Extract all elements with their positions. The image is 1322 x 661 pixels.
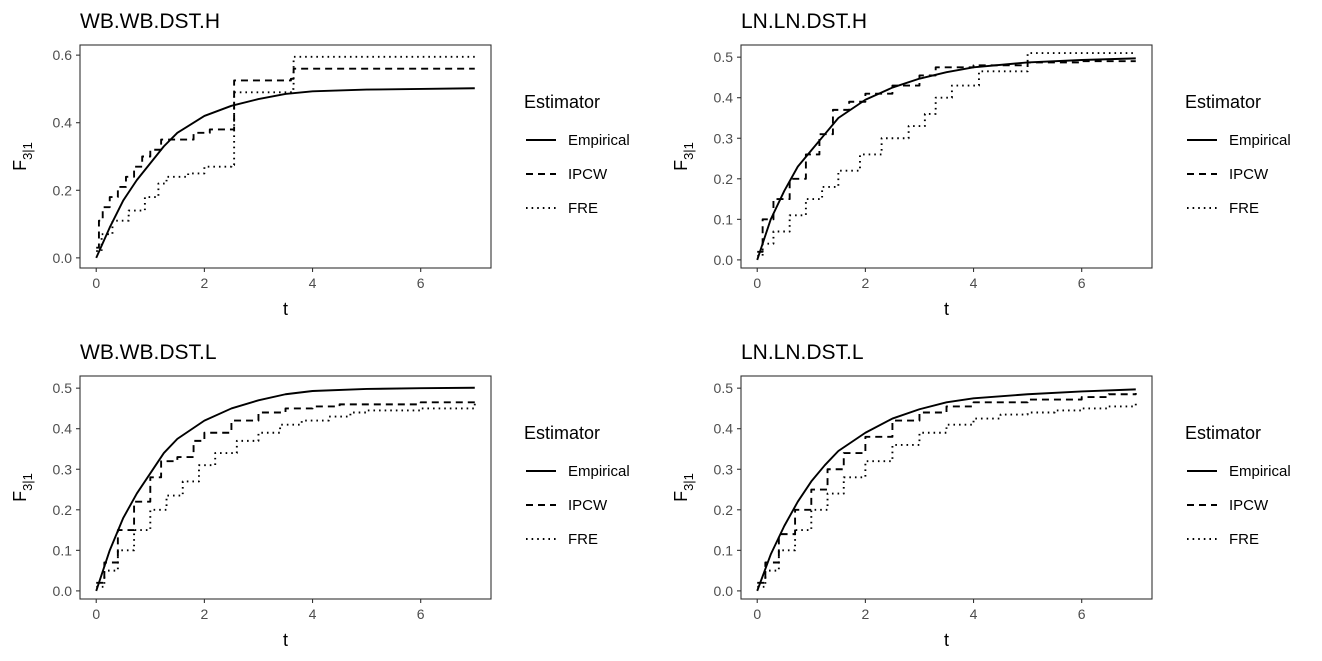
legend: Estimator Empirical IPCW FRE [524, 423, 630, 548]
y-tick-label: 0.5 [714, 49, 734, 65]
y-tick-label: 0.1 [53, 542, 73, 558]
series-line-fre [96, 402, 476, 588]
x-tick-label: 6 [417, 275, 425, 291]
x-tick-label: 2 [861, 275, 869, 291]
legend-title: Estimator [1185, 92, 1261, 112]
x-axis-title: t [944, 630, 949, 650]
x-tick-label: 0 [92, 606, 100, 622]
plot-frame [79, 375, 492, 600]
x-axis-title: t [944, 299, 949, 319]
legend: Estimator Empirical IPCW FRE [524, 92, 630, 217]
legend-label: FRE [1229, 531, 1259, 548]
x-tick-label: 6 [417, 606, 425, 622]
legend-label: Empirical [568, 132, 630, 149]
panel-title: WB.WB.DST.L [80, 341, 217, 364]
legend-title: Estimator [524, 92, 600, 112]
legend-label: Empirical [568, 463, 630, 480]
chart-panel: WB.WB.DST.H 0.0 0.2 0.4 0.6 0 2 4 6 t F3|1 Estimato… [10, 10, 630, 319]
series-line-ipcw [757, 393, 1137, 584]
series-line-fre [757, 402, 1137, 588]
x-tick-label: 0 [753, 606, 761, 622]
panel-title: WB.WB.DST.H [80, 10, 220, 33]
y-tick-label: 0.6 [53, 47, 73, 63]
legend-label: IPCW [568, 166, 608, 183]
legend-label: IPCW [568, 497, 608, 514]
legend-label: IPCW [1229, 166, 1269, 183]
y-axis-title: F3|1 [671, 142, 696, 171]
y-tick-label: 0.4 [53, 421, 73, 437]
series-line-ipcw [96, 401, 475, 584]
plot-frame [740, 375, 1153, 600]
y-axis-title-subscript: 3|1 [20, 142, 35, 160]
x-tick-label: 6 [1078, 606, 1086, 622]
y-tick-label: 0.0 [714, 252, 734, 268]
y-axis-title-main: F [671, 491, 691, 502]
plot-frame [79, 44, 492, 269]
x-tick-label: 2 [200, 606, 208, 622]
y-axis-title-main: F [671, 160, 691, 171]
y-tick-label: 0.4 [53, 115, 73, 131]
legend-title: Estimator [1185, 423, 1261, 443]
y-tick-label: 0.4 [714, 90, 734, 106]
legend-title: Estimator [524, 423, 600, 443]
y-tick-label: 0.2 [714, 171, 734, 187]
x-axis-title: t [283, 630, 288, 650]
y-tick-label: 0.1 [714, 542, 734, 558]
chart-panel: LN.LN.DST.H 0.0 0.1 0.2 0.3 0.4 0.5 0 2 4 6 t F3|1 Es… [671, 10, 1291, 319]
y-tick-label: 0.0 [714, 583, 734, 599]
y-tick-label: 0.1 [714, 211, 734, 227]
series-line-fre [96, 55, 475, 253]
y-axis-title-subscript: 3|1 [20, 473, 35, 491]
series-line-empirical [756, 57, 1136, 261]
y-tick-label: 0.5 [53, 380, 73, 396]
legend: Estimator Empirical IPCW FRE [1185, 92, 1291, 217]
series-line-ipcw [757, 60, 1136, 253]
y-tick-label: 0.3 [714, 461, 734, 477]
chart-panel: LN.LN.DST.L 0.0 0.1 0.2 0.3 0.4 0.5 0 2 4 6 t F3|1 Es… [671, 341, 1291, 650]
x-tick-label: 4 [309, 275, 317, 291]
chart-panel: WB.WB.DST.L 0.0 0.1 0.2 0.3 0.4 0.5 0 2 4 6 t F3|1 Es… [10, 341, 630, 650]
panel-title: LN.LN.DST.H [741, 10, 867, 33]
legend-label: Empirical [1229, 132, 1291, 149]
legend-label: Empirical [1229, 463, 1291, 480]
x-tick-label: 6 [1078, 275, 1086, 291]
x-axis-title: t [283, 299, 288, 319]
y-tick-label: 0.2 [53, 502, 73, 518]
y-tick-label: 0.0 [53, 583, 73, 599]
y-tick-label: 0.2 [714, 502, 734, 518]
legend-label: FRE [1229, 200, 1259, 217]
series-line-empirical [95, 386, 475, 592]
x-tick-label: 4 [970, 275, 978, 291]
legend-label: FRE [568, 200, 598, 217]
y-tick-label: 0.5 [714, 380, 734, 396]
series-line-fre [757, 52, 1136, 257]
x-tick-label: 0 [92, 275, 100, 291]
series-line-ipcw [96, 67, 475, 249]
y-axis-title: F3|1 [671, 473, 696, 502]
x-tick-label: 0 [753, 275, 761, 291]
y-tick-label: 0.3 [714, 130, 734, 146]
x-tick-label: 2 [861, 606, 869, 622]
y-axis-title-main: F [10, 491, 30, 502]
legend: Estimator Empirical IPCW FRE [1185, 423, 1291, 548]
x-tick-label: 4 [970, 606, 978, 622]
plot-frame [740, 44, 1153, 269]
x-tick-label: 2 [200, 275, 208, 291]
panel-title: LN.LN.DST.L [741, 341, 864, 364]
legend-label: FRE [568, 531, 598, 548]
x-tick-label: 4 [309, 606, 317, 622]
y-tick-label: 0.2 [53, 182, 73, 198]
y-tick-label: 0.0 [53, 250, 73, 266]
y-axis-title-main: F [10, 160, 30, 171]
y-tick-label: 0.4 [714, 421, 734, 437]
y-axis-title: F3|1 [10, 142, 35, 171]
legend-label: IPCW [1229, 497, 1269, 514]
y-tick-label: 0.3 [53, 461, 73, 477]
y-axis-title-subscript: 3|1 [681, 473, 696, 491]
series-line-empirical [95, 87, 475, 259]
series-line-empirical [756, 388, 1136, 592]
y-axis-title: F3|1 [10, 473, 35, 502]
y-axis-title-subscript: 3|1 [681, 142, 696, 160]
